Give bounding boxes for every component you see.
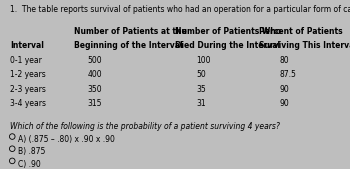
- Text: Number of Patients at the: Number of Patients at the: [74, 27, 186, 36]
- Text: Died During the Interval: Died During the Interval: [175, 41, 280, 50]
- Text: 50: 50: [196, 70, 206, 79]
- Text: 350: 350: [88, 84, 102, 93]
- Text: 2-3 years: 2-3 years: [10, 84, 46, 93]
- Text: 315: 315: [88, 99, 102, 108]
- Text: 90: 90: [280, 99, 290, 108]
- Text: 3-4 years: 3-4 years: [10, 99, 47, 108]
- Text: 87.5: 87.5: [280, 70, 297, 79]
- Text: 1-2 years: 1-2 years: [10, 70, 46, 79]
- Text: 100: 100: [196, 56, 210, 65]
- Text: Number of Patients Who: Number of Patients Who: [175, 27, 281, 36]
- Text: 31: 31: [196, 99, 206, 108]
- Text: Interval: Interval: [10, 41, 44, 50]
- Text: C) .90: C) .90: [18, 160, 41, 168]
- Text: B) .875: B) .875: [18, 147, 46, 156]
- Text: A) (.875 – .80) x .90 x .90: A) (.875 – .80) x .90 x .90: [18, 135, 115, 144]
- Text: Which of the following is the probability of a patient surviving 4 years?: Which of the following is the probabilit…: [10, 122, 280, 131]
- Text: Percent of Patients: Percent of Patients: [259, 27, 343, 36]
- Text: 1.  The table reports survival of patients who had an operation for a particular: 1. The table reports survival of patient…: [10, 5, 350, 14]
- Text: 90: 90: [280, 84, 290, 93]
- Text: Surviving This Interval: Surviving This Interval: [259, 41, 350, 50]
- Text: 80: 80: [280, 56, 290, 65]
- Text: 0-1 year: 0-1 year: [10, 56, 42, 65]
- Text: 500: 500: [88, 56, 102, 65]
- Text: Beginning of the Interval: Beginning of the Interval: [74, 41, 182, 50]
- Text: 35: 35: [196, 84, 206, 93]
- Text: 400: 400: [88, 70, 102, 79]
